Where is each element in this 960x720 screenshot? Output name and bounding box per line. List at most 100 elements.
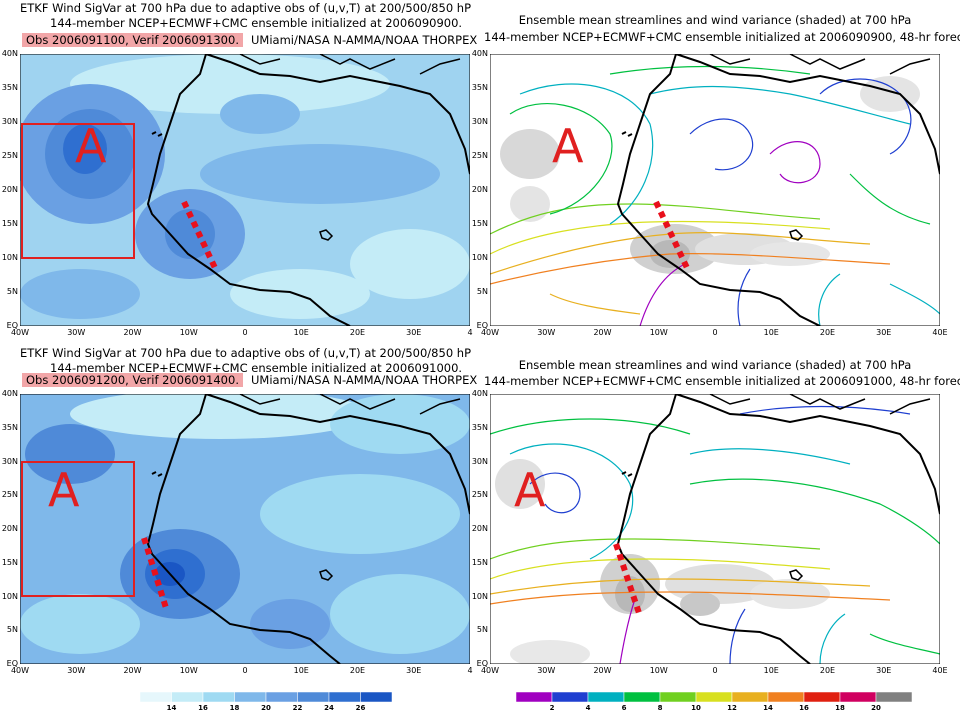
lon-label: 20E bbox=[349, 328, 366, 337]
lon-label: 10W bbox=[179, 666, 198, 675]
colorbar-swatch bbox=[659, 692, 697, 702]
lon-label: 10E bbox=[293, 328, 309, 337]
colorbar-tick-label: 20 bbox=[871, 704, 881, 712]
lon-label: 30E bbox=[876, 666, 892, 675]
colorbar-swatch bbox=[265, 692, 298, 702]
sigvar-top-map: A bbox=[20, 54, 470, 326]
coastline-europe bbox=[709, 394, 931, 415]
canary-islands bbox=[151, 471, 163, 477]
sigvar-bottom-obs-label: Obs 2006091200, Verif 2006091400. bbox=[22, 373, 243, 387]
lat-label: EQ bbox=[476, 659, 488, 668]
flight-track bbox=[653, 200, 691, 272]
colorbar-swatch bbox=[875, 692, 912, 702]
colorbar-swatch bbox=[839, 692, 877, 702]
colorbar-tick-label: 14 bbox=[166, 704, 177, 712]
lat-label: 25N bbox=[471, 490, 488, 500]
colorbar-tick-label: 22 bbox=[292, 704, 303, 712]
lat-label: EQ bbox=[6, 321, 18, 330]
lat-label: 20N bbox=[471, 185, 488, 194]
sigvar-top-title-line2: 144-member NCEP+ECMWF+CMC ensemble initi… bbox=[50, 16, 463, 30]
colorbar-swatch bbox=[731, 692, 769, 702]
marker-a: A bbox=[552, 119, 584, 173]
lat-label: 30N bbox=[471, 456, 488, 466]
lake-chad bbox=[789, 229, 804, 241]
sigvar-bottom-title-line1: ETKF Wind SigVar at 700 hPa due to adapt… bbox=[20, 346, 472, 360]
lon-label: 40E bbox=[932, 328, 948, 337]
lat-label: 10N bbox=[471, 253, 488, 262]
colorbar-tick-label: 18 bbox=[835, 704, 845, 712]
lon-label: 0 bbox=[242, 328, 248, 337]
coastline-africa bbox=[146, 54, 470, 326]
lat-label: EQ bbox=[476, 321, 488, 330]
colorbar-swatch bbox=[516, 692, 553, 702]
lon-label: 0 bbox=[712, 328, 718, 337]
stream-top-variance-shading bbox=[500, 76, 920, 274]
lat-label: 5N bbox=[6, 287, 18, 296]
target-region-box bbox=[21, 461, 135, 597]
sigvar-bottom-title-line2: 144-member NCEP+ECMWF+CMC ensemble initi… bbox=[50, 361, 463, 375]
canary-islands bbox=[621, 471, 633, 477]
sigvar-top-obs-row: Obs 2006091100, Verif 2006091300. UMiami/… bbox=[22, 33, 477, 47]
canary-islands bbox=[621, 131, 633, 137]
lon-label: 40W bbox=[480, 328, 500, 337]
lat-label: EQ bbox=[6, 659, 18, 668]
lon-label: 0 bbox=[712, 666, 718, 675]
lon-label: 10W bbox=[179, 328, 198, 337]
lake-chad bbox=[319, 229, 334, 241]
lat-label: 15N bbox=[1, 219, 18, 228]
colorbar-swatch bbox=[297, 692, 330, 702]
stream-bottom-title-line1: Ensemble mean streamlines and wind varia… bbox=[518, 358, 912, 372]
sigvar-top-shading bbox=[20, 54, 470, 319]
lon-label: 20E bbox=[819, 328, 836, 337]
lon-label: 30W bbox=[67, 666, 86, 675]
lat-label: 40N bbox=[471, 49, 488, 58]
lon-label: 40W bbox=[10, 328, 30, 337]
lat-label: 40N bbox=[471, 389, 488, 398]
colorbar-tick-label: 2 bbox=[549, 704, 555, 712]
lat-label: 25N bbox=[1, 490, 18, 500]
lat-label: 20N bbox=[1, 185, 18, 194]
colorbar-tick-label: 10 bbox=[691, 704, 701, 712]
marker-a: A bbox=[75, 119, 107, 173]
colorbar-swatch bbox=[202, 692, 235, 702]
colorbar-swatch bbox=[767, 692, 805, 702]
colorbar-tick-label: 12 bbox=[727, 704, 737, 712]
lat-label: 15N bbox=[471, 557, 488, 567]
lon-label: 20W bbox=[593, 666, 612, 675]
lat-label: 5N bbox=[6, 625, 18, 635]
lon-label: 10E bbox=[763, 328, 779, 337]
lon-label: 20W bbox=[123, 666, 142, 675]
lon-label: 30E bbox=[876, 328, 892, 337]
lat-label: 15N bbox=[471, 219, 488, 228]
lat-label: 5N bbox=[476, 625, 488, 635]
stream-bottom-map: A bbox=[490, 394, 940, 664]
sigvar-bottom-credit: UMiami/NASA N-AMMA/NOAA THORPEX bbox=[250, 373, 478, 387]
lon-label: 20W bbox=[123, 328, 142, 337]
lon-label: 40E bbox=[932, 666, 948, 675]
lon-label: 4 bbox=[467, 666, 473, 675]
colorbar-right bbox=[516, 692, 912, 702]
coastline-africa bbox=[616, 54, 940, 326]
lat-label: 35N bbox=[1, 83, 18, 92]
lon-label: 4 bbox=[467, 328, 473, 337]
lat-label: 5N bbox=[476, 287, 488, 296]
colorbar-swatch bbox=[140, 692, 172, 702]
lon-label: 30W bbox=[67, 328, 86, 337]
lat-label: 15N bbox=[1, 557, 18, 567]
colorbar-swatch bbox=[587, 692, 625, 702]
colorbar-swatch bbox=[234, 692, 267, 702]
marker-a: A bbox=[514, 463, 546, 517]
lon-label: 20W bbox=[593, 328, 612, 337]
lake-chad bbox=[319, 569, 334, 581]
flight-track bbox=[181, 200, 219, 272]
lon-label: 0 bbox=[242, 666, 248, 675]
lat-label: 40N bbox=[1, 389, 18, 398]
colorbar-tick-label: 16 bbox=[799, 704, 809, 712]
sigvar-top-obs-label: Obs 2006091100, Verif 2006091300. bbox=[22, 33, 243, 47]
lon-label: 20E bbox=[349, 666, 366, 675]
lat-label: 40N bbox=[1, 49, 18, 58]
lat-label: 20N bbox=[1, 524, 18, 533]
lat-label: 35N bbox=[1, 422, 18, 432]
colorbar-left bbox=[140, 692, 392, 702]
lon-label: 30W bbox=[537, 666, 556, 675]
